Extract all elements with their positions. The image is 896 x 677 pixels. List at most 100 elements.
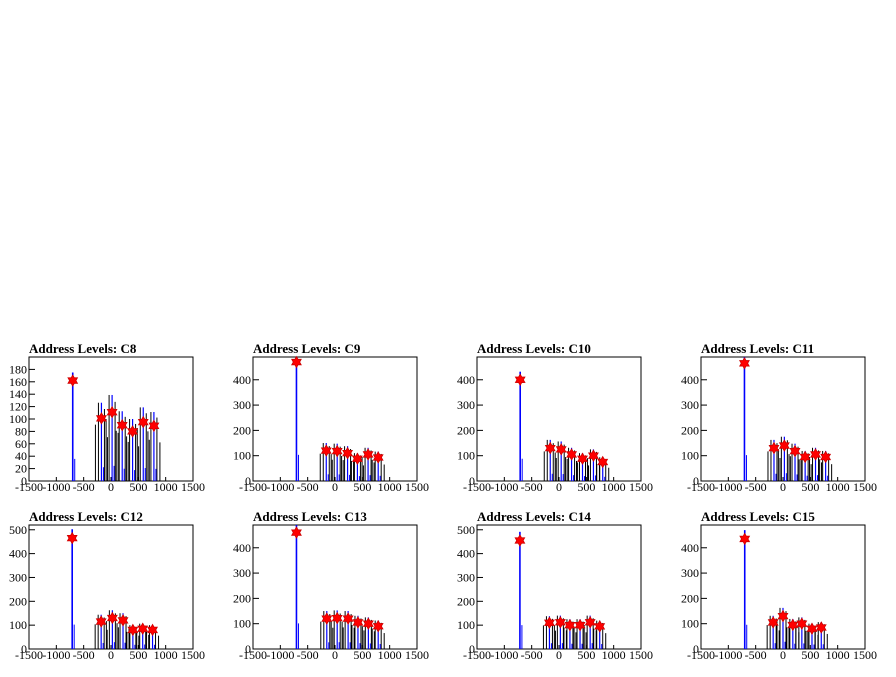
peak-marker [566, 448, 578, 461]
x-tick-label: -500 [297, 648, 319, 662]
peak-marker [544, 441, 556, 455]
peak-marker [739, 357, 750, 370]
y-tick-label: 400 [233, 541, 251, 555]
y-tick-label: 200 [457, 423, 475, 437]
y-tick-label: 300 [233, 398, 251, 412]
x-tick-label: 1500 [405, 648, 429, 662]
chart-title: Address Levels: C14 [477, 509, 591, 524]
y-tick-label: 60 [15, 437, 27, 451]
histogram-panel: Address Levels: C15 0 100 200 300 400 -1500 -10… [681, 509, 877, 662]
peak-marker [117, 614, 129, 627]
x-tick-label: -1500 [15, 480, 43, 494]
x-tick-label: 0 [332, 648, 338, 662]
x-tick-label: 0 [108, 648, 114, 662]
x-tick-label: 0 [780, 648, 786, 662]
peak-marker [331, 444, 343, 458]
plot-frame [476, 524, 642, 650]
y-tick-label: 100 [681, 449, 699, 463]
peak-marker [767, 616, 779, 629]
peak-marker [137, 622, 149, 636]
peak-marker [291, 526, 302, 539]
x-tick-label: -1500 [239, 648, 267, 662]
peak-marker [106, 405, 118, 419]
peak-marker [66, 531, 78, 545]
y-tick-label: 500 [9, 523, 27, 537]
peak-marker [116, 418, 128, 432]
chart-title: Address Levels: C9 [253, 341, 361, 356]
peak-marker [543, 616, 555, 630]
y-tick-label: 80 [15, 424, 27, 438]
x-tick-label: 0 [108, 480, 114, 494]
x-tick-label: -1000 [42, 480, 70, 494]
peak-marker [810, 448, 821, 461]
peak-marker [362, 448, 374, 461]
x-tick-label: 1000 [378, 648, 402, 662]
x-tick-label: 0 [332, 480, 338, 494]
y-tick-label: 400 [681, 541, 699, 555]
y-tick-label: 500 [457, 523, 475, 537]
peak-marker [321, 612, 333, 625]
y-tick-label: 400 [457, 547, 475, 561]
peak-marker [331, 611, 343, 625]
peak-marker [564, 618, 576, 632]
peak-marker [820, 450, 832, 464]
y-tick-label: 120 [9, 400, 27, 414]
x-tick-label: 1500 [405, 480, 429, 494]
plot-frame [700, 356, 866, 482]
peak-marker [806, 622, 818, 636]
y-tick-label: 100 [457, 618, 475, 632]
peak-marker [815, 621, 827, 634]
y-tick-label: 0 [469, 642, 475, 656]
y-tick-label: 200 [457, 594, 475, 608]
x-tick-label: -500 [745, 648, 767, 662]
peak-marker [320, 444, 332, 457]
chart-title: Address Levels: C12 [29, 509, 143, 524]
peak-marker [574, 618, 586, 632]
peak-marker [768, 441, 780, 455]
peak-marker [778, 439, 790, 452]
y-tick-label: 400 [9, 547, 27, 561]
x-tick-label: -1500 [687, 480, 715, 494]
chart-title: Address Levels: C8 [29, 341, 137, 356]
peak-marker [587, 449, 599, 462]
peak-marker [584, 615, 596, 629]
x-tick-label: -1000 [266, 480, 294, 494]
x-tick-label: 500 [353, 648, 371, 662]
peak-marker [291, 355, 302, 369]
x-tick-label: -500 [745, 480, 767, 494]
x-tick-label: -1000 [266, 648, 294, 662]
histogram-panel: Address Levels: C12 0 100 200 300 400 500 -1500… [9, 509, 205, 662]
y-tick-label: 300 [681, 566, 699, 580]
peak-marker [137, 415, 149, 429]
y-tick-label: 200 [9, 594, 27, 608]
x-tick-label: -1500 [463, 648, 491, 662]
y-tick-label: 0 [21, 642, 27, 656]
plot-frame [28, 524, 194, 650]
peak-marker [514, 373, 526, 387]
y-tick-label: 300 [9, 570, 27, 584]
x-tick-label: 1500 [853, 648, 877, 662]
x-tick-label: 500 [577, 648, 595, 662]
x-tick-label: 500 [577, 480, 595, 494]
y-tick-label: 300 [457, 570, 475, 584]
y-tick-label: 100 [233, 617, 251, 631]
x-tick-label: 1000 [602, 648, 626, 662]
histogram-panel: Address Levels: C80204060801001201401601… [9, 341, 205, 494]
histogram-panel: Address Levels: C14 0 100 200 300 400 500 -1500… [457, 509, 653, 662]
x-tick-label: 1000 [826, 648, 850, 662]
y-tick-label: 0 [693, 642, 699, 656]
peak-marker [351, 452, 363, 466]
peak-marker [362, 617, 374, 630]
peak-marker [148, 419, 160, 433]
x-tick-label: 0 [556, 480, 562, 494]
y-tick-label: 0 [245, 474, 251, 488]
x-tick-label: 1000 [154, 648, 178, 662]
peak-marker [127, 623, 139, 637]
x-tick-label: 500 [801, 480, 819, 494]
x-tick-label: 500 [353, 480, 371, 494]
x-tick-label: -1500 [687, 648, 715, 662]
chart-title: Address Levels: C15 [701, 509, 815, 524]
peak-marker [514, 534, 526, 547]
